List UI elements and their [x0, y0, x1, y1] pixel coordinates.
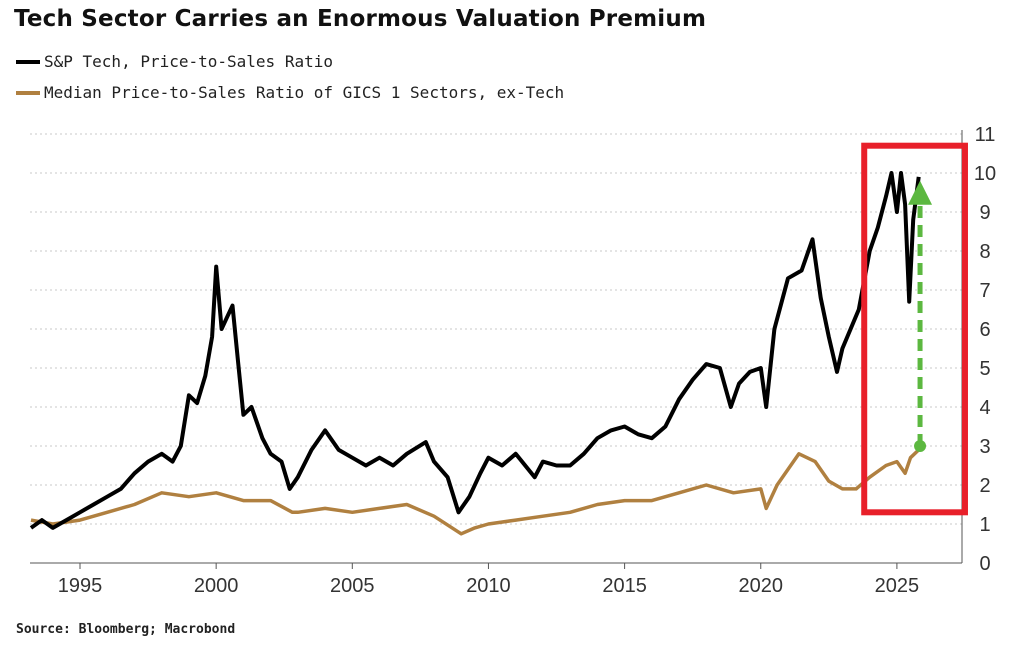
legend-item-sp-tech: S&P Tech, Price-to-Sales Ratio [16, 52, 333, 71]
y-tick-label: 3 [979, 436, 990, 458]
median-ex-tech-line [30, 448, 920, 536]
chart-title: Tech Sector Carries an Enormous Valuatio… [14, 6, 707, 32]
legend-swatch-tan [16, 90, 40, 95]
y-tick-label: 0 [979, 553, 990, 575]
arrow-start-dot [914, 440, 927, 452]
legend-swatch-black [16, 59, 40, 64]
y-tick-label: 1 [979, 514, 990, 536]
x-tick-label: 2020 [739, 575, 784, 597]
highlight-box [861, 142, 968, 516]
x-tick-label: 2010 [466, 575, 511, 597]
x-tick-label: 2015 [602, 575, 647, 597]
y-tick-label: 8 [979, 241, 990, 263]
y-tick-label: 9 [979, 202, 990, 224]
x-tick-label: 1995 [58, 575, 103, 597]
x-tick-label: 2025 [875, 575, 920, 597]
legend-item-median: Median Price-to-Sales Ratio of GICS 1 Se… [16, 83, 564, 102]
x-tick-label: 2000 [194, 575, 239, 597]
x-tick-label: 2005 [330, 575, 375, 597]
y-tick-label: 4 [979, 397, 990, 419]
y-tick-label: 11 [975, 124, 996, 146]
y-tick-label: 7 [979, 280, 990, 302]
arrow-head [908, 180, 933, 205]
legend-label: Median Price-to-Sales Ratio of GICS 1 Se… [44, 83, 565, 102]
y-tick-label: 6 [979, 319, 990, 341]
y-tick-label: 10 [974, 163, 996, 185]
source-note: Source: Bloomberg; Macrobond [16, 622, 236, 637]
y-tick-label: 2 [979, 475, 990, 497]
legend-label: S&P Tech, Price-to-Sales Ratio [44, 52, 333, 71]
y-tick-label: 5 [979, 358, 990, 380]
sp-tech-line [29, 171, 921, 530]
